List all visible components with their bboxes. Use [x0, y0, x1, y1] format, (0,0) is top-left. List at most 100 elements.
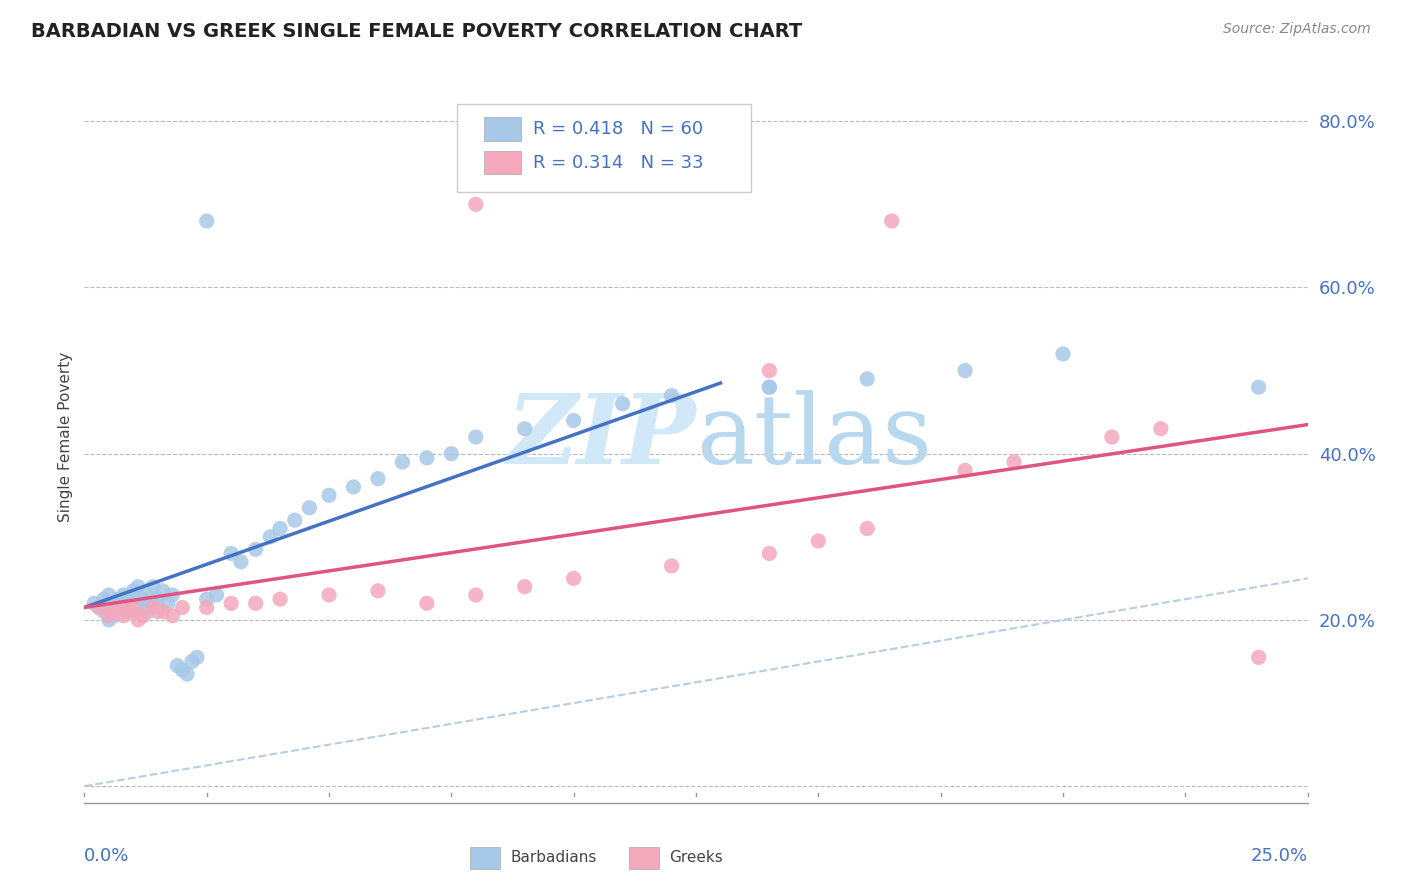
- Point: [103, 605, 125, 619]
- Point: [758, 380, 780, 394]
- Point: [440, 447, 463, 461]
- Point: [103, 608, 125, 623]
- Text: R = 0.314   N = 33: R = 0.314 N = 33: [533, 153, 704, 172]
- Point: [318, 488, 340, 502]
- Point: [298, 500, 321, 515]
- Point: [367, 472, 389, 486]
- Point: [1150, 422, 1173, 436]
- Point: [318, 588, 340, 602]
- Point: [464, 588, 486, 602]
- Point: [93, 605, 115, 619]
- Point: [807, 533, 830, 548]
- Bar: [484, 118, 522, 141]
- Point: [107, 600, 129, 615]
- Point: [186, 650, 208, 665]
- Point: [127, 613, 149, 627]
- Text: ZIP: ZIP: [506, 390, 696, 484]
- Point: [856, 372, 879, 386]
- Point: [245, 596, 267, 610]
- Point: [112, 608, 135, 623]
- Point: [172, 600, 194, 615]
- Point: [513, 422, 536, 436]
- Point: [562, 413, 585, 427]
- Point: [856, 521, 879, 535]
- Point: [259, 530, 281, 544]
- Point: [152, 583, 174, 598]
- Point: [103, 596, 125, 610]
- Point: [122, 605, 145, 619]
- Point: [136, 588, 159, 602]
- Bar: [628, 847, 659, 869]
- Point: [195, 214, 218, 228]
- Point: [464, 197, 486, 211]
- Point: [219, 596, 242, 610]
- Point: [953, 463, 976, 477]
- Point: [146, 592, 169, 607]
- Point: [181, 655, 204, 669]
- Point: [391, 455, 413, 469]
- Point: [1052, 347, 1074, 361]
- Point: [245, 542, 267, 557]
- Point: [83, 596, 105, 610]
- Point: [166, 658, 188, 673]
- Point: [1247, 380, 1270, 394]
- Point: [758, 546, 780, 560]
- Point: [176, 667, 198, 681]
- Point: [758, 363, 780, 377]
- Point: [117, 605, 139, 619]
- Text: Source: ZipAtlas.com: Source: ZipAtlas.com: [1223, 22, 1371, 37]
- Point: [205, 588, 228, 602]
- Point: [156, 596, 179, 610]
- Point: [136, 605, 159, 619]
- Text: atlas: atlas: [696, 390, 932, 484]
- Point: [132, 592, 155, 607]
- Text: Greeks: Greeks: [669, 850, 723, 865]
- Point: [195, 600, 218, 615]
- Point: [142, 600, 165, 615]
- Point: [229, 555, 252, 569]
- Point: [93, 592, 115, 607]
- Bar: [470, 847, 501, 869]
- Point: [122, 592, 145, 607]
- Point: [107, 600, 129, 615]
- Point: [162, 608, 184, 623]
- Point: [142, 596, 165, 610]
- Point: [661, 558, 683, 573]
- Point: [1002, 455, 1025, 469]
- Point: [416, 450, 439, 465]
- Point: [97, 608, 120, 623]
- Text: 25.0%: 25.0%: [1250, 847, 1308, 864]
- Point: [146, 605, 169, 619]
- Point: [172, 663, 194, 677]
- Point: [513, 580, 536, 594]
- Point: [416, 596, 439, 610]
- Point: [758, 380, 780, 394]
- Point: [112, 588, 135, 602]
- Point: [87, 600, 110, 615]
- Point: [661, 388, 683, 402]
- Point: [162, 588, 184, 602]
- Point: [146, 600, 169, 615]
- Point: [880, 214, 903, 228]
- Point: [142, 580, 165, 594]
- Text: Barbadians: Barbadians: [510, 850, 596, 865]
- Point: [342, 480, 364, 494]
- Point: [1247, 650, 1270, 665]
- Point: [562, 571, 585, 585]
- Point: [127, 580, 149, 594]
- Point: [97, 613, 120, 627]
- Point: [953, 363, 976, 377]
- Text: BARBADIAN VS GREEK SINGLE FEMALE POVERTY CORRELATION CHART: BARBADIAN VS GREEK SINGLE FEMALE POVERTY…: [31, 22, 803, 41]
- Point: [112, 605, 135, 619]
- Point: [269, 592, 291, 607]
- Point: [127, 596, 149, 610]
- Text: R = 0.418   N = 60: R = 0.418 N = 60: [533, 120, 703, 138]
- Point: [269, 521, 291, 535]
- Point: [122, 583, 145, 598]
- Point: [195, 592, 218, 607]
- Point: [97, 588, 120, 602]
- Point: [132, 608, 155, 623]
- Point: [219, 546, 242, 560]
- Y-axis label: Single Female Poverty: Single Female Poverty: [58, 352, 73, 522]
- FancyBboxPatch shape: [457, 104, 751, 192]
